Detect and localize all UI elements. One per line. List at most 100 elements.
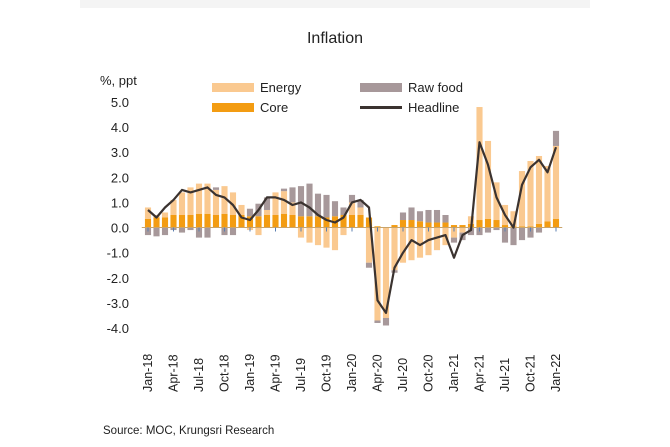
bar-raw-food (433, 209, 441, 223)
bar-core (518, 226, 526, 228)
bar-energy (289, 202, 296, 215)
bar-core (365, 217, 373, 228)
bar-core (144, 218, 152, 228)
y-tick-label: 3.0 (111, 145, 129, 160)
bar-core (161, 217, 169, 228)
bar-energy (484, 140, 492, 219)
bar-energy (340, 227, 347, 236)
bar-raw-food (493, 227, 500, 231)
bar-core (484, 218, 492, 228)
bar-energy (493, 182, 500, 221)
y-tick-label: -4.0 (107, 321, 129, 336)
x-tick-label: Jul-21 (498, 358, 512, 392)
bar-energy (331, 227, 339, 251)
y-tick-label: 4.0 (111, 120, 129, 135)
bar-energy (314, 227, 322, 246)
bar-raw-food (212, 187, 220, 190)
y-tick-label: 2.0 (111, 170, 129, 185)
bar-core (306, 216, 313, 228)
bar-core (399, 220, 407, 228)
bar-energy (280, 191, 288, 214)
bar-core (544, 221, 551, 228)
x-tick-label: Oct-21 (524, 354, 538, 392)
bars (144, 107, 560, 326)
bar-core (280, 213, 288, 228)
bar-raw-food (161, 227, 169, 236)
y-axis-unit-label: %, ppt (100, 73, 137, 88)
bar-raw-food (153, 227, 160, 237)
bar-energy (212, 189, 220, 215)
bar-raw-food (416, 211, 424, 222)
legend-label-raw-food: Raw food (408, 80, 463, 95)
bar-energy (221, 186, 228, 214)
bar-core (229, 215, 237, 228)
bar-energy (552, 145, 560, 219)
bar-energy (272, 192, 279, 215)
source-note: Source: MOC, Krungsri Research (103, 425, 275, 437)
bar-raw-food (297, 186, 305, 217)
bar-raw-food (399, 212, 407, 221)
x-tick-label: Apr-21 (473, 354, 487, 392)
bar-core (535, 223, 543, 228)
bar-raw-food (518, 227, 526, 241)
bar-raw-food (340, 207, 347, 215)
bar-energy (348, 202, 356, 215)
bar-core (416, 221, 424, 228)
bar-core (263, 215, 271, 228)
bar-raw-food (323, 194, 330, 218)
bar-raw-food (510, 227, 517, 246)
y-axis-ticks: 5.0 4.0 3.0 2.0 1.0 0.0 -1.0 -2.0 -3.0 -4.0 (107, 95, 129, 336)
bar-energy (170, 199, 177, 215)
bar-energy (382, 227, 390, 318)
bar-core (425, 222, 432, 228)
bar-energy (238, 204, 245, 215)
legend-item-energy: Energy (212, 80, 301, 95)
bar-energy (195, 183, 203, 214)
bar-energy (544, 166, 551, 222)
bar-energy (255, 227, 262, 236)
x-tick-label: Jan-21 (447, 354, 461, 392)
bar-raw-food (365, 262, 373, 268)
bar-energy (416, 227, 424, 258)
bar-core (272, 215, 279, 228)
bar-raw-food (195, 227, 203, 238)
legend-item-raw-food: Raw food (360, 80, 463, 95)
bar-core (552, 218, 560, 228)
legend-label-energy: Energy (260, 80, 302, 95)
bar-raw-food (204, 227, 211, 238)
y-tick-label: 0.0 (111, 221, 129, 236)
bar-raw-food (246, 208, 254, 217)
bar-core (450, 225, 458, 228)
bar-energy (306, 227, 313, 243)
legend-item-core: Core (212, 100, 288, 115)
bar-raw-food (374, 320, 381, 323)
bar-raw-food (484, 227, 492, 233)
legend-label-headline: Headline (408, 100, 460, 115)
x-tick-label: Jul-19 (294, 358, 308, 392)
bar-energy (433, 227, 441, 251)
bar-core (323, 217, 330, 228)
bar-core (289, 215, 296, 228)
x-tick-label: Jul-18 (192, 358, 206, 392)
bar-core (442, 222, 449, 228)
bar-energy (459, 227, 466, 233)
bar-core (501, 225, 509, 228)
bar-raw-food (527, 227, 534, 238)
x-tick-label: Apr-18 (167, 354, 181, 392)
bar-energy (263, 209, 271, 215)
bar-raw-food (450, 237, 458, 243)
bar-raw-food (382, 317, 390, 326)
bar-core (170, 215, 177, 228)
legend-swatch-core (212, 103, 254, 112)
bar-core (391, 225, 398, 228)
bar-core (476, 220, 483, 228)
x-tick-label: Apr-19 (269, 354, 283, 392)
bar-core (314, 216, 322, 228)
x-tick-label: Oct-18 (218, 354, 232, 392)
bar-raw-food (535, 227, 543, 233)
bar-raw-food (263, 197, 271, 210)
bar-energy (178, 192, 186, 215)
x-axis-ticks: Jan-18 Apr-18 Jul-18 Oct-18 Jan-19 Apr-19 Jul-… (141, 227, 563, 392)
legend-label-core: Core (260, 100, 289, 115)
